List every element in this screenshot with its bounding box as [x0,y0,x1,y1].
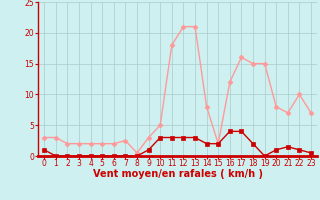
X-axis label: Vent moyen/en rafales ( km/h ): Vent moyen/en rafales ( km/h ) [92,169,263,179]
